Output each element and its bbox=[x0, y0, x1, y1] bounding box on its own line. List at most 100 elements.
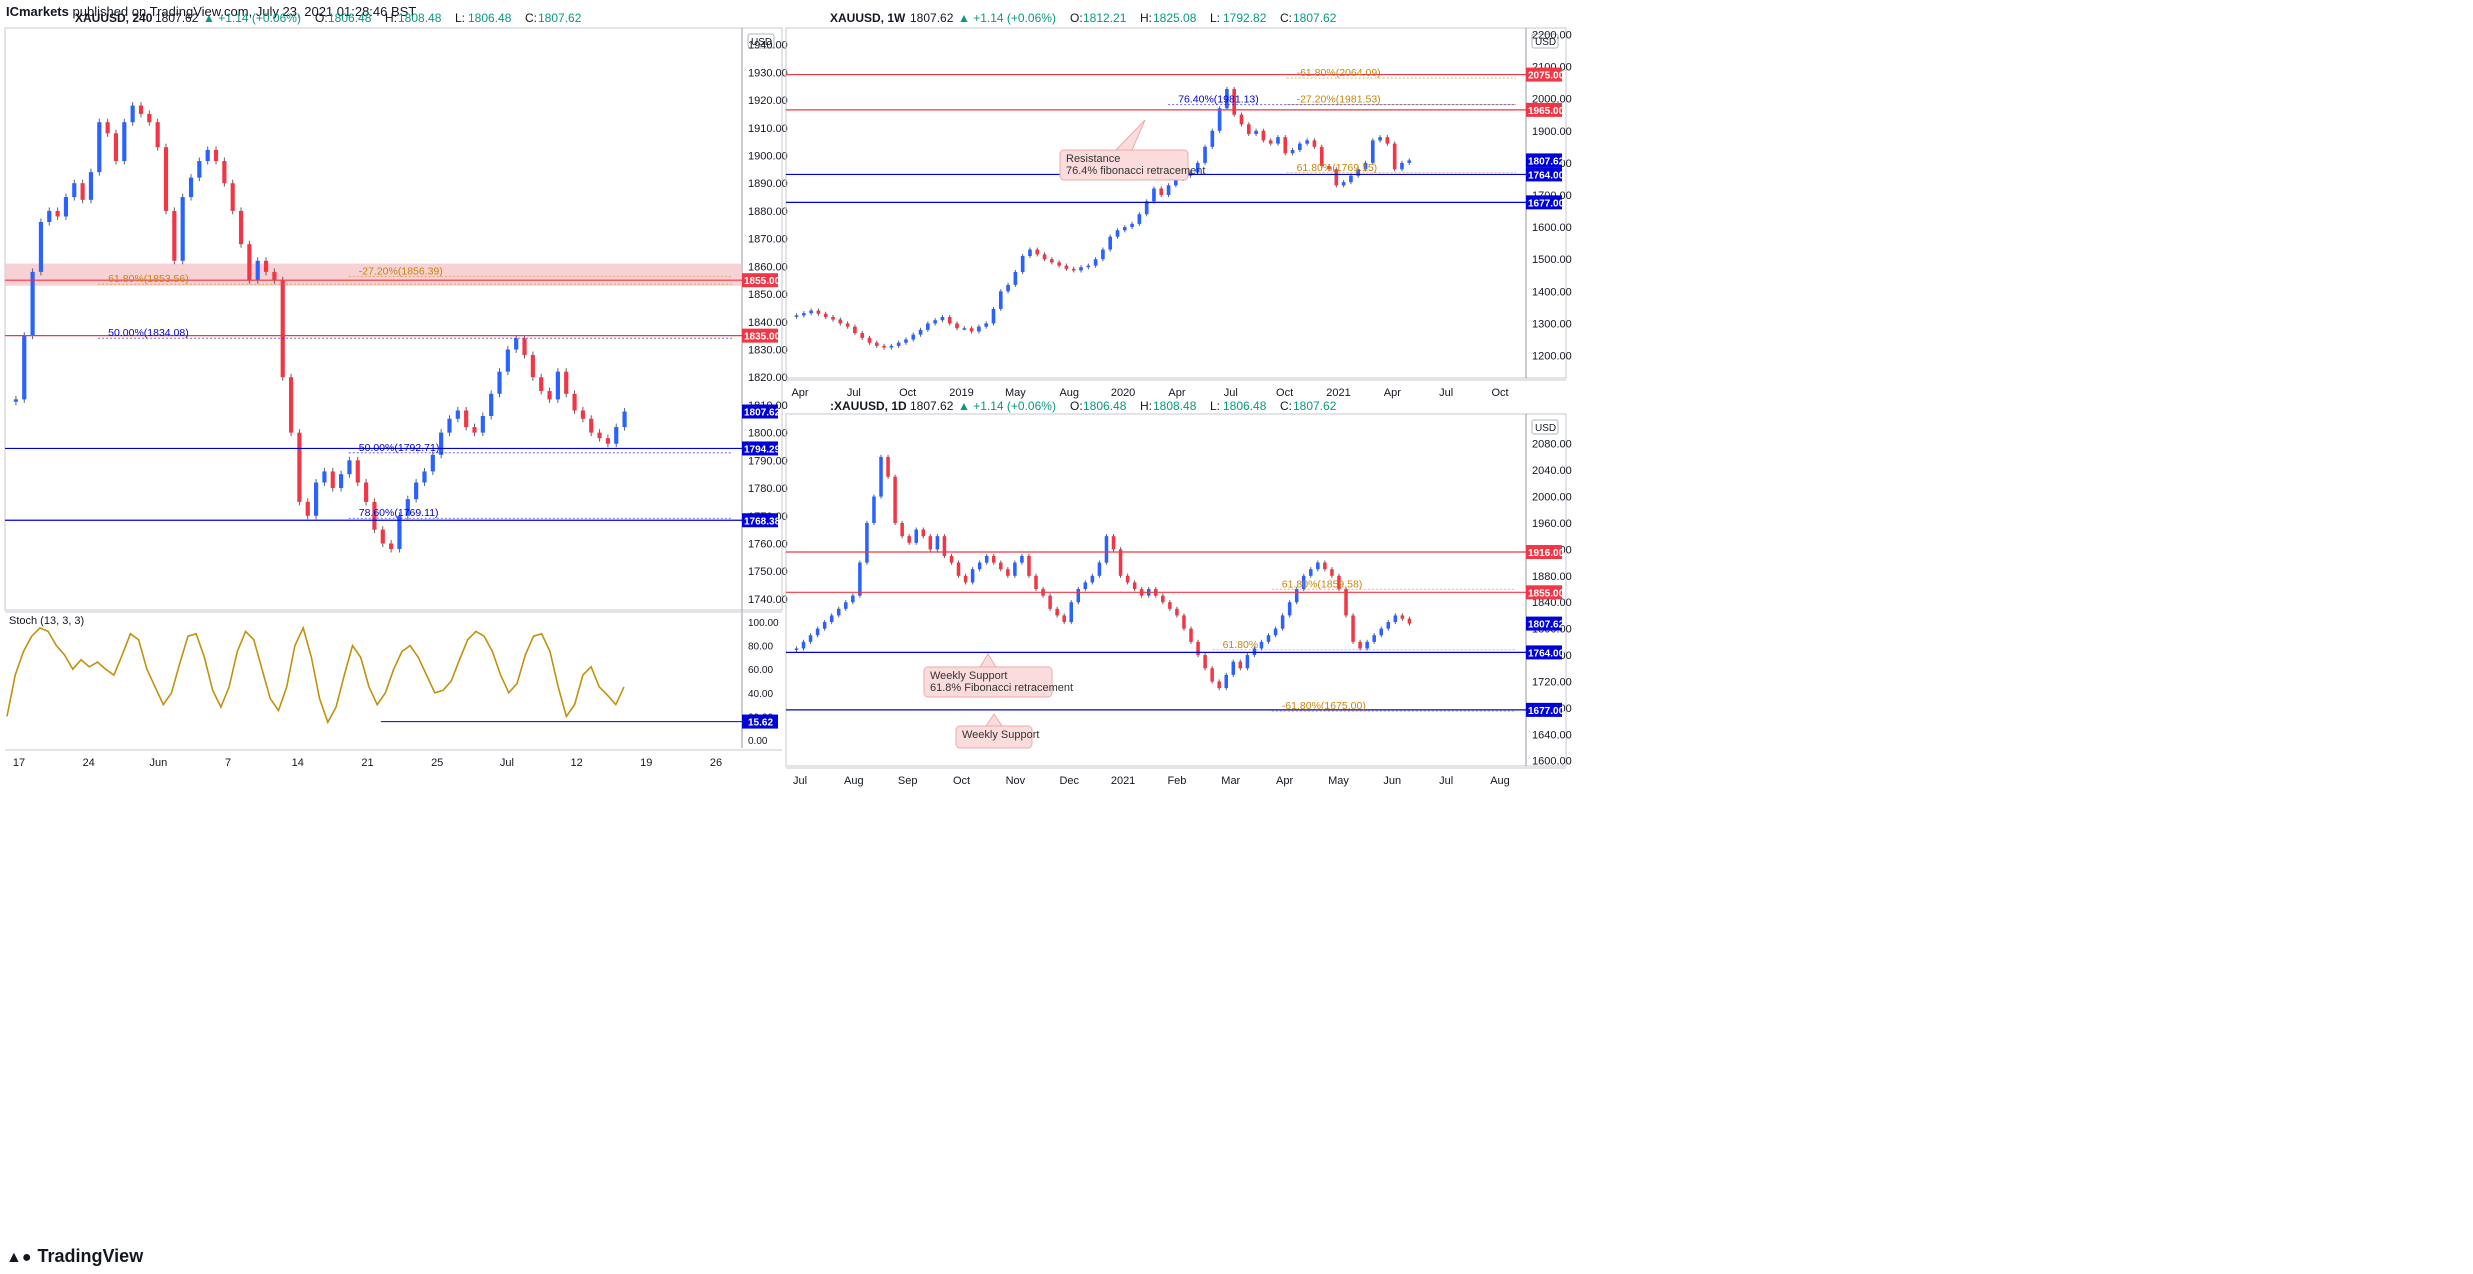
candle-body bbox=[1268, 140, 1273, 144]
candle-body bbox=[330, 471, 335, 489]
candle-body bbox=[1144, 201, 1149, 215]
candle-body bbox=[188, 177, 194, 198]
candle-body bbox=[222, 161, 227, 184]
candle-body bbox=[984, 555, 989, 563]
fib-label: 78.60%(1769.11) bbox=[359, 507, 439, 519]
callout-pointer bbox=[1114, 119, 1146, 151]
level-price-tag bbox=[742, 441, 778, 456]
candle-body bbox=[1064, 265, 1069, 269]
y-tick-label: 2200.00 bbox=[1532, 29, 1572, 41]
x-tick-label: Jul bbox=[1439, 387, 1453, 399]
candle-body bbox=[230, 183, 235, 211]
candle-body bbox=[1309, 569, 1313, 576]
candle-body bbox=[80, 183, 85, 200]
y-tick-label: 1850.00 bbox=[748, 289, 788, 301]
candle-body bbox=[97, 122, 102, 173]
candle-body bbox=[1239, 114, 1244, 125]
ohlc-key-L: L: bbox=[1210, 399, 1220, 413]
ohlc-value-O: 1812.21 bbox=[1083, 11, 1127, 25]
x-tick-label: Apr bbox=[1384, 387, 1401, 399]
candle-body bbox=[999, 562, 1003, 570]
candles bbox=[13, 102, 627, 553]
candle-body bbox=[858, 562, 862, 596]
indicator-tick: 100.00 bbox=[748, 618, 779, 629]
x-tick-label: 24 bbox=[83, 757, 95, 769]
candle-body bbox=[1392, 143, 1397, 170]
candle-body bbox=[213, 149, 219, 162]
candle-body bbox=[970, 569, 975, 583]
ohlc-key-C: C: bbox=[1280, 11, 1292, 25]
x-tick-label: Sep bbox=[898, 775, 918, 787]
level-price-label: 1855.00 bbox=[1528, 588, 1565, 599]
candle-body bbox=[397, 515, 402, 550]
candle-body bbox=[1111, 536, 1116, 550]
candle-body bbox=[853, 326, 857, 334]
candle-body bbox=[1372, 635, 1376, 642]
callout-pointer bbox=[985, 713, 1003, 727]
candle-body bbox=[1055, 608, 1059, 616]
ohlc-value-C: 1807.62 bbox=[538, 11, 582, 25]
fib-label: 50.00%(1834.08) bbox=[108, 327, 189, 339]
fib-label: 61.80%(1859.58) bbox=[1282, 578, 1363, 590]
x-tick-label: Apr bbox=[791, 387, 808, 399]
chart-pane-1W: XAUUSD, 1W 1807.62 ▲ +1.14 (+0.06%) O: 1812.… bbox=[785, 11, 1572, 399]
candle-body bbox=[1245, 655, 1250, 669]
candle-body bbox=[572, 393, 577, 411]
indicator-level-label: 15.62 bbox=[748, 718, 773, 729]
ohlc-key-H: H: bbox=[385, 11, 397, 25]
y-tick-label: 1840.00 bbox=[748, 317, 788, 329]
level-price-tag bbox=[742, 328, 778, 343]
candle-body bbox=[247, 244, 252, 281]
level-price-tag bbox=[1526, 645, 1562, 660]
chart-pane-1D: :XAUUSD, 1D 1807.62 ▲ +1.14 (+0.06%) O: 1806… bbox=[785, 399, 1572, 787]
x-tick-label: Oct bbox=[953, 775, 970, 787]
candle-body bbox=[933, 320, 937, 324]
symbol-title: XAUUSD, 1W bbox=[830, 11, 906, 25]
candle-body bbox=[130, 105, 135, 123]
candle-body bbox=[1020, 255, 1025, 273]
candle-body bbox=[305, 501, 310, 516]
y-tick-label: 2000.00 bbox=[1532, 492, 1572, 504]
candle-body bbox=[1118, 549, 1123, 576]
candle-body bbox=[1305, 140, 1309, 144]
candle-body bbox=[1042, 254, 1047, 260]
callout-box bbox=[923, 666, 1053, 698]
x-tick-label: 2020 bbox=[1111, 387, 1135, 399]
y-tick-label: 1880.00 bbox=[1532, 571, 1572, 583]
level-price-tag bbox=[1526, 585, 1562, 600]
candle-body bbox=[1287, 602, 1292, 616]
candle-body bbox=[1028, 249, 1032, 256]
candle-body bbox=[439, 432, 444, 455]
ohlc-key-O: O: bbox=[315, 11, 328, 25]
last-price-label: 1807.62 bbox=[1528, 156, 1565, 167]
currency-badge: USD bbox=[1531, 419, 1559, 435]
callout-pointer bbox=[979, 653, 997, 668]
level-price-tag bbox=[1526, 67, 1562, 82]
y-tick-label: 2000.00 bbox=[1532, 94, 1572, 106]
candle-body bbox=[88, 172, 94, 200]
candle-body bbox=[1290, 150, 1295, 154]
y-tick-label: 1880.00 bbox=[748, 206, 788, 218]
x-tick-label: 2019 bbox=[949, 387, 973, 399]
ohlc-key-C: C: bbox=[1280, 399, 1292, 413]
x-tick-label: 26 bbox=[710, 757, 722, 769]
candle-body bbox=[1079, 267, 1083, 271]
candle-body bbox=[1125, 575, 1130, 583]
candle-body bbox=[1086, 265, 1091, 268]
candle-body bbox=[447, 418, 452, 433]
y-tick-label: 1960.00 bbox=[1532, 518, 1572, 530]
last-price-tag bbox=[1526, 616, 1562, 631]
candle-body bbox=[430, 454, 435, 472]
candle-body bbox=[1108, 236, 1113, 250]
candle-body bbox=[926, 323, 930, 330]
candle-body bbox=[389, 543, 394, 550]
level-price-label: 1794.29 bbox=[744, 444, 781, 455]
y-tick-label: 1500.00 bbox=[1532, 254, 1572, 266]
y-tick-label: 1940.00 bbox=[748, 40, 788, 52]
candle-body bbox=[288, 377, 294, 433]
last-price-tag bbox=[1526, 153, 1562, 168]
candle-body bbox=[1341, 182, 1346, 186]
callout-text: 61.8% Fibonacci retracement bbox=[930, 682, 1073, 694]
candle-body bbox=[1057, 262, 1061, 266]
callout-box bbox=[955, 725, 1033, 749]
